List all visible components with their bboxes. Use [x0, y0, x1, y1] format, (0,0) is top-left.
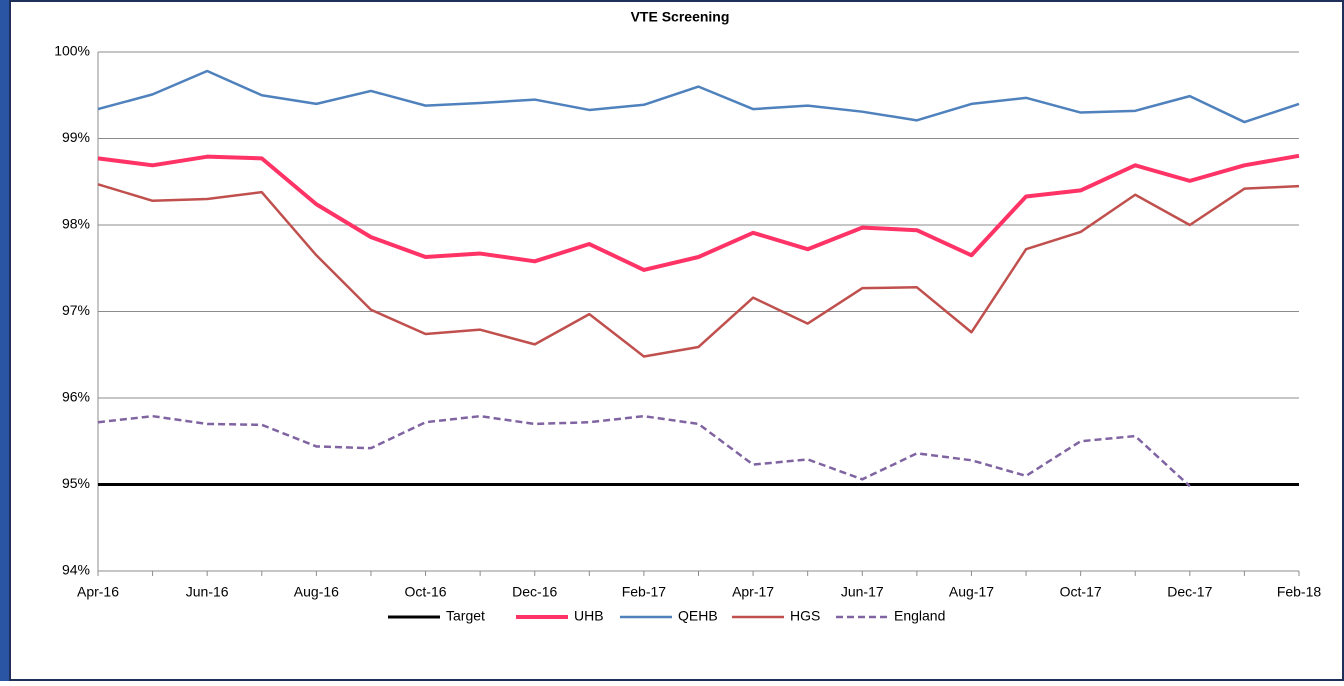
- x-tick-label: Aug-17: [949, 584, 994, 600]
- series-line: [97, 153, 1300, 272]
- x-tick-label: Apr-16: [77, 584, 119, 600]
- x-tick-label: Jun-16: [186, 584, 229, 600]
- y-tick-label: 95%: [62, 475, 90, 491]
- legend-label: Target: [446, 608, 485, 624]
- x-tick-label: Feb-18: [1277, 584, 1322, 600]
- side-strip: [0, 0, 10, 681]
- legend-label: UHB: [574, 608, 604, 624]
- series-line: [97, 414, 1191, 488]
- frame: [9, 0, 1344, 681]
- y-tick-label: 94%: [62, 562, 90, 578]
- series-line: [97, 69, 1300, 124]
- x-tick-label: Dec-17: [1167, 584, 1212, 600]
- x-tick-label: Oct-16: [405, 584, 447, 600]
- x-tick-label: Jun-17: [841, 584, 884, 600]
- x-tick-label: Oct-17: [1060, 584, 1102, 600]
- chart-title: VTE Screening: [631, 9, 730, 25]
- series-line: [97, 183, 1300, 358]
- x-tick-label: Feb-17: [622, 584, 667, 600]
- y-tick-label: 96%: [62, 389, 90, 405]
- y-tick-label: 98%: [62, 216, 90, 232]
- y-tick-label: 99%: [62, 129, 90, 145]
- y-tick-label: 100%: [54, 43, 90, 59]
- x-tick-label: Apr-17: [732, 584, 774, 600]
- x-tick-label: Dec-16: [512, 584, 557, 600]
- y-tick-label: 97%: [62, 302, 90, 318]
- legend-label: England: [894, 608, 945, 624]
- legend-label: HGS: [790, 608, 820, 624]
- legend-label: QEHB: [678, 608, 718, 624]
- x-tick-label: Aug-16: [294, 584, 339, 600]
